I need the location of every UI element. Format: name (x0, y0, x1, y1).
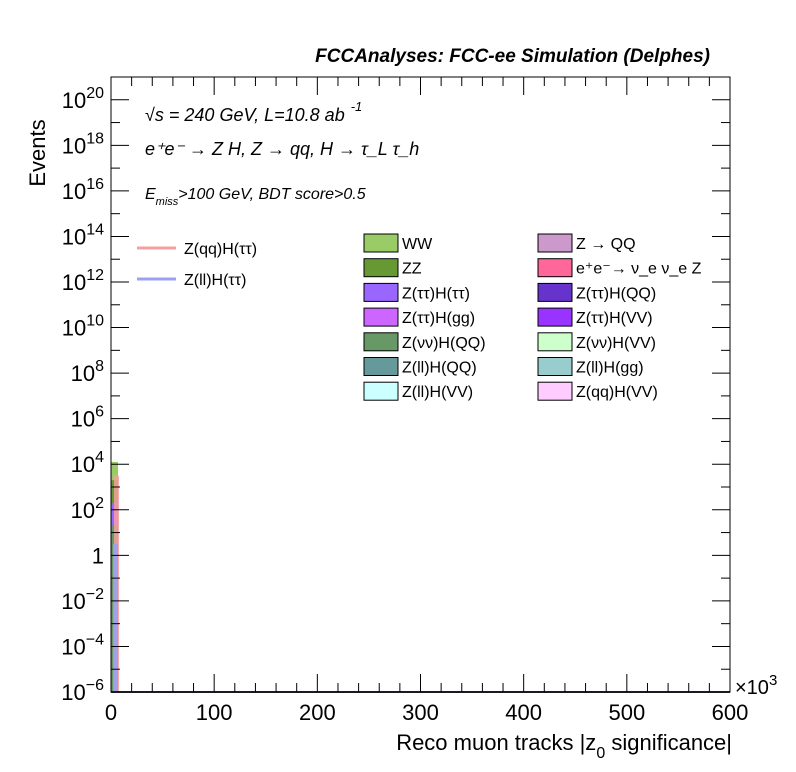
bg-legend-swatch (537, 258, 573, 278)
bg-legend-swatch (363, 307, 399, 327)
bg-legend-label: ZZ (402, 261, 422, 278)
svg-text:√s = 240 GeV, L=10.8 ab-1: √s = 240 GeV, L=10.8 ab -1 (145, 99, 362, 125)
bg-legend-swatch (537, 332, 573, 352)
y-tick-label: 102 (71, 495, 104, 523)
y-tick-label: 1 (92, 543, 104, 568)
y-tick-label: 1012 (62, 267, 104, 295)
svg-text:Emiss>100 GeV, BDT score>0.5: Emiss>100 GeV, BDT score>0.5 (145, 186, 366, 208)
y-tick-label: 10−4 (61, 631, 104, 659)
bg-legend-swatch (363, 332, 399, 352)
y-tick-label: 1020 (62, 85, 104, 113)
bg-legend-label: Z(qq)H(VV) (576, 384, 658, 401)
bg-legend-label: Z(ττ)H(QQ) (576, 285, 656, 302)
bg-legend-label: Z(ll)H(gg) (576, 360, 644, 377)
x-tick-label: 600 (712, 700, 749, 725)
svg-text:×103: ×103 (735, 672, 777, 699)
bg-legend-swatch (537, 307, 573, 327)
x-tick-label: 0 (105, 700, 117, 725)
annotation-selection: Emiss>100 GeV, BDT score>0.5 (145, 186, 366, 208)
y-tick-label: 1016 (62, 176, 104, 204)
x-tick-label: 300 (402, 700, 439, 725)
bg-legend-label: Z → QQ (576, 236, 636, 253)
annotation-process: e⁺e⁻ → Z H, Z → qq, H → τ_L τ_h (145, 139, 419, 159)
bg-legend-swatch (537, 282, 573, 302)
y-tick-label: 1014 (62, 221, 104, 249)
bg-legend-label: Z(ττ)H(VV) (576, 310, 653, 327)
y-tick-label: 10−6 (61, 677, 104, 705)
annotation-lumi: √s = 240 GeV, L=10.8 ab -1 (145, 99, 362, 125)
x-tick-label: 400 (505, 700, 542, 725)
signal-bar (113, 543, 119, 692)
bg-legend-swatch (537, 381, 573, 401)
y-tick-label: 1018 (62, 130, 104, 158)
bg-legend-swatch (363, 233, 399, 253)
bg-legend-swatch (537, 357, 573, 376)
bg-legend-label: e⁺e⁻→ ν_e ν_e Z (576, 261, 702, 278)
x-axis-multiplier: ×103 (735, 672, 777, 699)
bg-legend-label: Z(ll)H(QQ) (402, 360, 477, 377)
x-tick-label: 200 (299, 700, 336, 725)
bg-legend-label: Z(νν)H(VV) (576, 335, 656, 352)
bg-legend-swatch (363, 282, 399, 302)
signal-legend: Z(qq)H(ττ) Z(ll)H(ττ) (137, 241, 257, 289)
chart-title: FCCAnalyses: FCC-ee Simulation (Delphes) (315, 46, 710, 67)
x-axis-label: Reco muon tracks |z0 significance| (396, 730, 732, 762)
y-axis: 10−6 10−4 10−2 1 102 104 106 108 1010 1012 1014 101… (61, 76, 730, 705)
bg-legend-label: Z(ττ)H(ττ) (402, 285, 470, 302)
y-tick-label: 1010 (62, 313, 104, 341)
y-tick-label: 106 (71, 404, 104, 432)
y-tick-label: 10−2 (61, 586, 104, 614)
background-legend: WW Z → QQ ZZ e⁺e⁻→ ν_e ν_e Z Z(ττ)H(ττ) Z(ττ)… (363, 233, 702, 401)
bg-legend-label: Z(ll)H(VV) (402, 384, 473, 401)
x-tick-label: 500 (608, 700, 645, 725)
signal-legend-label: Z(ll)H(ττ) (184, 272, 246, 289)
y-axis-label: Events (25, 119, 50, 186)
bg-legend-swatch (363, 258, 399, 278)
x-axis: 0 100 200 300 400 500 600 (105, 77, 748, 725)
bg-legend-label: Z(ττ)H(gg) (402, 310, 475, 327)
bg-legend-swatch (363, 381, 399, 401)
bg-legend-label: WW (402, 236, 433, 253)
x-tick-label: 100 (196, 700, 233, 725)
y-tick-label: 108 (71, 358, 104, 386)
svg-text:Reco muon tracks |z0 significa: Reco muon tracks |z0 significance| (396, 730, 732, 762)
y-tick-label: 104 (71, 449, 104, 477)
bg-legend-swatch (537, 233, 573, 253)
bg-legend-label: Z(νν)H(QQ) (402, 335, 486, 352)
signal-legend-label: Z(qq)H(ττ) (184, 241, 257, 258)
bg-legend-swatch (363, 357, 399, 376)
